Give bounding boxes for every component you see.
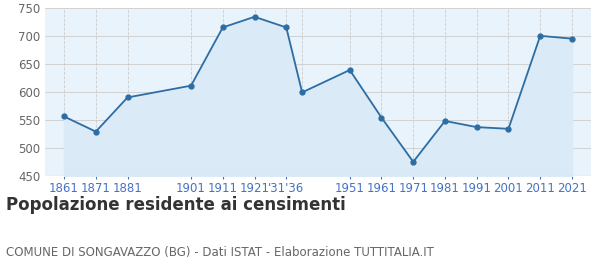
Text: Popolazione residente ai censimenti: Popolazione residente ai censimenti bbox=[6, 196, 346, 214]
Text: COMUNE DI SONGAVAZZO (BG) - Dati ISTAT - Elaborazione TUTTITALIA.IT: COMUNE DI SONGAVAZZO (BG) - Dati ISTAT -… bbox=[6, 246, 434, 259]
